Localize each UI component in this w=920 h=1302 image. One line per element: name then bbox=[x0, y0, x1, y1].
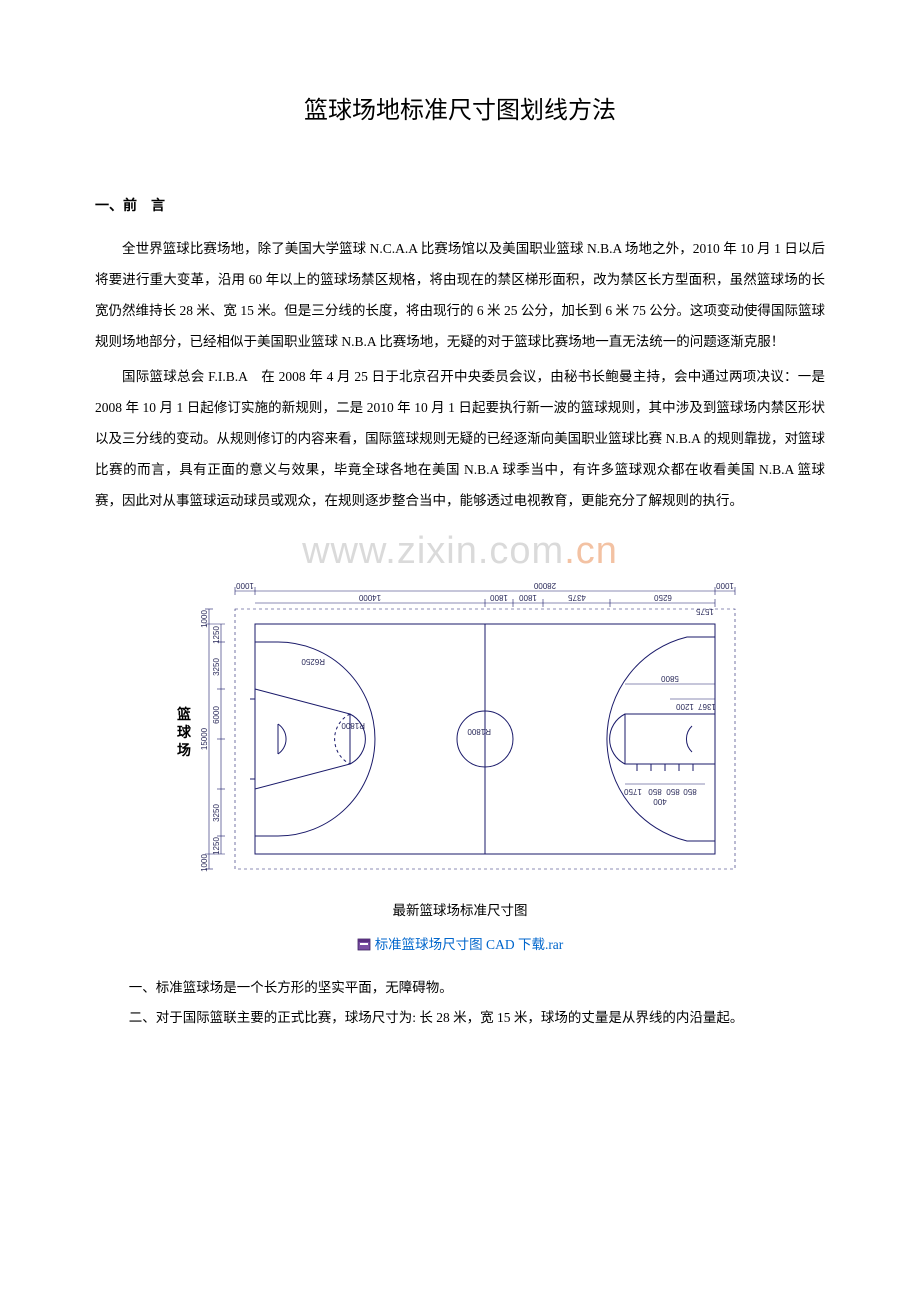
svg-text:1000: 1000 bbox=[200, 854, 209, 872]
dim-right-bottom: 1750 850 850 850 400 bbox=[624, 784, 705, 806]
right-restricted bbox=[686, 726, 692, 752]
r6250-label: R6250 bbox=[301, 657, 325, 666]
section-preface-heading: 一、前 言 bbox=[95, 195, 825, 215]
svg-text:1250: 1250 bbox=[212, 626, 221, 644]
page-title: 篮球场地标准尺寸图划线方法 bbox=[95, 90, 825, 125]
right-key-rect bbox=[625, 714, 715, 764]
svg-text:14000: 14000 bbox=[358, 593, 381, 602]
svg-text:15000: 15000 bbox=[200, 728, 209, 751]
dim-top-outer: 1000 28000 1000 bbox=[235, 581, 735, 595]
svg-text:5800: 5800 bbox=[661, 674, 679, 683]
dim-right-internal: 5800 1200 1367 bbox=[625, 674, 716, 711]
svg-text:850: 850 bbox=[648, 787, 662, 796]
svg-text:1750: 1750 bbox=[624, 787, 642, 796]
svg-text:850: 850 bbox=[666, 787, 680, 796]
svg-text:1000: 1000 bbox=[716, 581, 734, 590]
court-diagram: 篮球场 1000 28000 1000 bbox=[165, 579, 755, 889]
download-link[interactable]: 标准篮球场尺寸图 CAD 下载.rar bbox=[375, 937, 564, 952]
diagram-caption: 最新篮球场标准尺寸图 bbox=[95, 899, 825, 919]
svg-text:4375: 4375 bbox=[568, 593, 586, 602]
right-ft-arc bbox=[610, 714, 625, 764]
left-key-trapezoid bbox=[255, 689, 350, 789]
rar-icon bbox=[357, 937, 373, 951]
svg-text:1800: 1800 bbox=[519, 593, 537, 602]
spec-item-2: 二、对于国际篮联主要的正式比赛，球场尺寸为: 长 28 米，宽 15 米，球场的… bbox=[95, 1003, 825, 1033]
svg-text:3250: 3250 bbox=[212, 658, 221, 676]
svg-text:850: 850 bbox=[683, 787, 697, 796]
dim-left: 1000 1250 3250 6000 15000 3250 1250 1000 bbox=[200, 609, 225, 872]
download-line: 标准篮球场尺寸图 CAD 下载.rar bbox=[95, 933, 825, 953]
svg-text:1250: 1250 bbox=[212, 837, 221, 855]
diagram-side-label: 篮球场 bbox=[176, 706, 192, 759]
svg-text:28000: 28000 bbox=[533, 581, 556, 590]
svg-text:1200: 1200 bbox=[676, 702, 694, 711]
watermark-prefix: www.zixin.com bbox=[302, 530, 564, 572]
spec-item-1: 一、标准篮球场是一个长方形的坚实平面，无障碍物。 bbox=[95, 973, 825, 1003]
paragraph-2: 国际篮球总会 F.I.B.A 在 2008 年 4 月 25 日于北京召开中央委… bbox=[95, 361, 825, 516]
watermark-suffix: .cn bbox=[564, 530, 618, 572]
r1800-center-label: R1800 bbox=[467, 727, 491, 736]
svg-text:1575: 1575 bbox=[696, 607, 714, 616]
r1800-left-label: R1800 bbox=[341, 721, 365, 730]
right-lane-marks bbox=[637, 764, 693, 771]
paragraph-1: 全世界篮球比赛场地，除了美国大学篮球 N.C.A.A 比赛场馆以及美国职业篮球 … bbox=[95, 233, 825, 357]
right-3pt bbox=[607, 637, 715, 841]
svg-text:1000: 1000 bbox=[236, 581, 254, 590]
watermark: www.zixin.com.cn bbox=[95, 530, 825, 573]
svg-text:3250: 3250 bbox=[212, 804, 221, 822]
left-3pt bbox=[255, 642, 375, 836]
svg-text:1000: 1000 bbox=[200, 610, 209, 628]
svg-text:6250: 6250 bbox=[654, 593, 672, 602]
svg-text:1367: 1367 bbox=[698, 702, 716, 711]
left-restricted bbox=[278, 724, 286, 754]
svg-text:6000: 6000 bbox=[212, 706, 221, 724]
dim-top-inner: 14000 1800 1800 4375 6250 1575 bbox=[255, 593, 715, 616]
svg-text:1800: 1800 bbox=[490, 593, 508, 602]
svg-text:400: 400 bbox=[653, 797, 667, 806]
